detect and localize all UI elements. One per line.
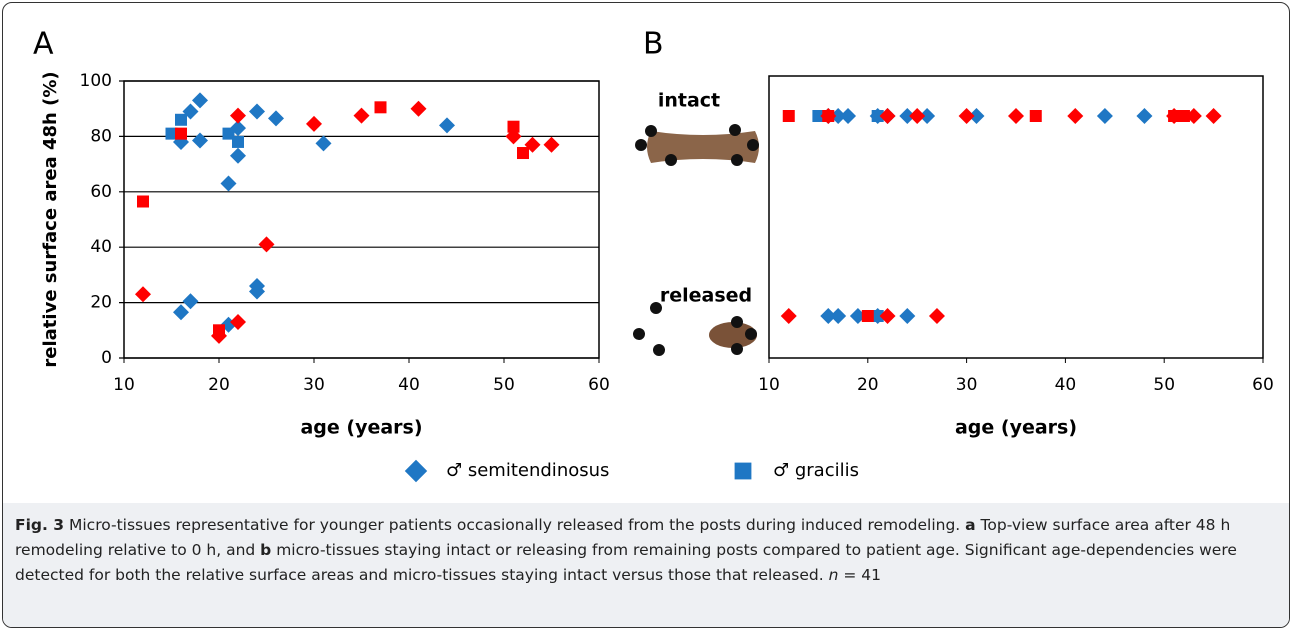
point bbox=[840, 108, 856, 124]
point bbox=[1206, 108, 1222, 124]
figure: A 10 20 30 40 50 60 age (years) 0 20 40 60 80 100 rela… bbox=[2, 2, 1290, 628]
point bbox=[192, 92, 208, 108]
chart: A 10 20 30 40 50 60 age (years) 0 20 40 60 80 100 rela… bbox=[3, 3, 1289, 503]
category-label: released bbox=[660, 285, 752, 307]
y-tick-label: 80 bbox=[90, 126, 112, 146]
point bbox=[135, 286, 151, 302]
point bbox=[517, 147, 529, 159]
point bbox=[783, 110, 795, 122]
caption-text: = 41 bbox=[838, 566, 881, 584]
point bbox=[230, 108, 246, 124]
x-axis-label: age (years) bbox=[955, 417, 1077, 439]
point bbox=[899, 308, 915, 324]
y-tick-label: 20 bbox=[90, 293, 112, 313]
point bbox=[822, 110, 834, 122]
point bbox=[192, 133, 208, 149]
point bbox=[221, 175, 237, 191]
point bbox=[1030, 110, 1042, 122]
point bbox=[909, 108, 925, 124]
caption: Fig. 3 Micro-tissues representative for … bbox=[3, 503, 1289, 627]
point bbox=[173, 304, 189, 320]
x-tick-label: 20 bbox=[208, 375, 230, 395]
point bbox=[544, 137, 560, 153]
panel-label: B bbox=[643, 27, 664, 62]
point bbox=[354, 108, 370, 124]
legend-marker bbox=[405, 460, 427, 482]
x-tick-label: 10 bbox=[758, 375, 780, 395]
caption-text: Micro-tissues representative for younger… bbox=[64, 516, 965, 534]
x-tick-label: 40 bbox=[1055, 375, 1077, 395]
point bbox=[230, 148, 246, 164]
panel-label: A bbox=[33, 27, 54, 62]
legend-marker bbox=[735, 463, 752, 480]
point bbox=[959, 108, 975, 124]
point bbox=[862, 310, 874, 322]
y-tick-label: 40 bbox=[90, 237, 112, 257]
caption-label: Fig. 3 bbox=[15, 516, 64, 534]
x-tick-label: 30 bbox=[303, 375, 325, 395]
caption-symbol: n bbox=[829, 566, 839, 584]
point bbox=[781, 308, 797, 324]
point bbox=[1178, 110, 1190, 122]
point bbox=[1136, 108, 1152, 124]
point bbox=[1008, 108, 1024, 124]
category-label: intact bbox=[658, 90, 720, 112]
y-tick-label: 100 bbox=[80, 71, 112, 91]
point bbox=[1097, 108, 1113, 124]
x-tick-label: 40 bbox=[398, 375, 420, 395]
x-tick-label: 10 bbox=[113, 375, 135, 395]
x-tick-label: 30 bbox=[956, 375, 978, 395]
point bbox=[249, 103, 265, 119]
point bbox=[830, 308, 846, 324]
point bbox=[259, 236, 275, 252]
point bbox=[213, 324, 225, 336]
point bbox=[183, 293, 199, 309]
y-tick-label: 60 bbox=[90, 182, 112, 202]
caption-panel: a bbox=[965, 516, 975, 534]
point bbox=[175, 128, 187, 140]
legend-label: ♂ semitendinosus bbox=[446, 460, 609, 481]
x-tick-label: 20 bbox=[857, 375, 879, 395]
x-tick-label: 60 bbox=[1252, 375, 1274, 395]
point bbox=[439, 117, 455, 133]
y-axis-label: relative surface area 48h (%) bbox=[40, 71, 61, 367]
intact-tissue-image bbox=[635, 124, 759, 166]
x-axis-label: age (years) bbox=[300, 417, 422, 439]
point bbox=[306, 116, 322, 132]
point bbox=[375, 101, 387, 113]
x-tick-label: 50 bbox=[1153, 375, 1175, 395]
caption-panel: b bbox=[260, 541, 271, 559]
released-tissue-image bbox=[633, 302, 757, 356]
x-tick-label: 50 bbox=[493, 375, 515, 395]
point bbox=[508, 121, 520, 133]
point bbox=[232, 136, 244, 148]
point bbox=[268, 110, 284, 126]
point bbox=[137, 195, 149, 207]
point bbox=[411, 101, 427, 117]
point bbox=[175, 114, 187, 126]
y-tick-label: 0 bbox=[101, 348, 112, 368]
point bbox=[1067, 108, 1083, 124]
x-tick-label: 60 bbox=[588, 375, 610, 395]
legend-label: ♂ gracilis bbox=[773, 460, 859, 481]
point bbox=[316, 135, 332, 151]
point bbox=[929, 308, 945, 324]
